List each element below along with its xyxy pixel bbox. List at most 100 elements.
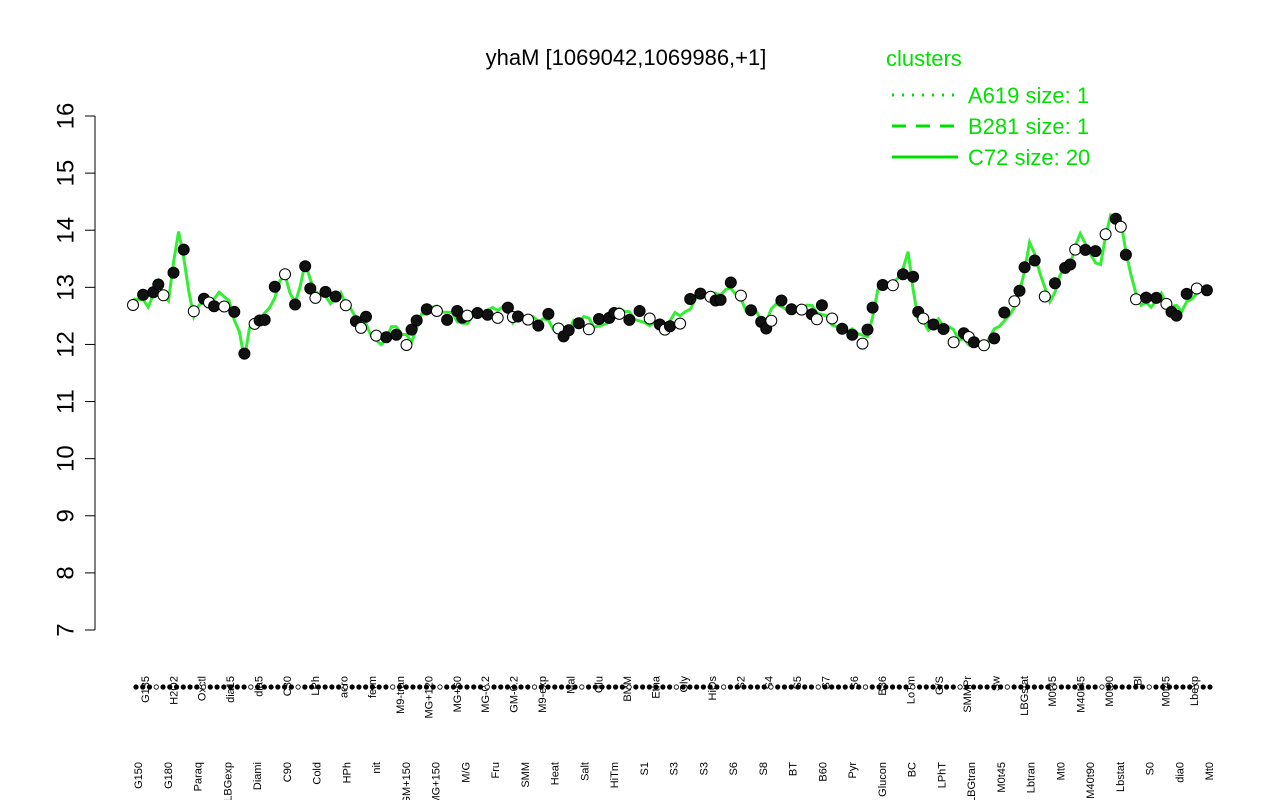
x-tick-label: Lbstat	[1115, 762, 1127, 792]
legend-label: C72 size: 20	[968, 145, 1090, 170]
data-point	[1008, 295, 1021, 308]
x-rug-mark	[1079, 684, 1085, 690]
x-rug-mark	[592, 684, 598, 690]
x-rug-mark	[667, 684, 673, 690]
x-rug-mark	[869, 684, 875, 690]
x-rug-mark	[396, 684, 403, 690]
x-tick-label: MG-0.2	[480, 676, 492, 713]
x-rug-mark	[1031, 684, 1037, 690]
x-rug-mark	[619, 684, 625, 690]
x-rug-mark	[815, 684, 821, 690]
data-point	[1190, 282, 1203, 295]
data-point	[734, 289, 747, 302]
x-rug-mark	[977, 684, 983, 690]
x-rug-mark	[363, 684, 369, 690]
data-point	[562, 324, 575, 337]
x-rug-mark	[768, 684, 774, 690]
data-point	[785, 303, 798, 316]
x-rug-mark	[477, 684, 484, 690]
data-point	[420, 303, 433, 316]
x-tick-label: BC	[907, 762, 919, 777]
x-tick-label: Gly	[679, 676, 691, 693]
x-tick-label: S6	[728, 762, 740, 775]
data-point	[532, 319, 545, 332]
x-tick-label: Glucon	[877, 762, 889, 797]
x-rug-mark	[788, 684, 794, 690]
data-point	[593, 313, 605, 325]
x-rug-mark	[234, 684, 240, 690]
data-point	[810, 313, 823, 326]
x-rug-mark	[1180, 684, 1186, 690]
x-rug-mark	[842, 684, 848, 690]
x-tick-label: S3	[669, 762, 681, 775]
data-point	[380, 331, 393, 344]
x-tick-label: Fru	[490, 762, 502, 779]
data-point	[127, 299, 139, 311]
x-rug-mark	[187, 684, 193, 690]
x-rug-mark	[896, 684, 902, 690]
x-rug-mark	[160, 684, 166, 690]
x-rug-mark	[1106, 684, 1112, 690]
x-rug-mark	[322, 684, 328, 690]
x-rug-mark	[315, 684, 321, 690]
x-tick-label: B60	[817, 762, 829, 782]
data-point	[1018, 261, 1031, 274]
data-point	[167, 266, 180, 279]
x-rug-mark	[410, 684, 416, 690]
data-point	[998, 306, 1011, 319]
x-tick-label: LBGstat	[1019, 676, 1031, 716]
x-rug-mark	[200, 684, 207, 690]
data-point	[664, 320, 676, 333]
x-tick-label: Mt0	[1055, 762, 1067, 780]
series-line-c72	[132, 212, 1213, 360]
x-rug-mark	[889, 684, 896, 690]
x-rug-mark	[876, 684, 882, 690]
data-point	[978, 339, 990, 352]
data-point	[370, 329, 383, 342]
x-tick-label: BT	[788, 762, 800, 776]
x-rug-mark	[390, 684, 396, 690]
x-rug-mark	[153, 684, 159, 690]
data-point	[1079, 243, 1092, 256]
data-point	[714, 293, 727, 306]
x-rug-mark	[883, 684, 889, 690]
x-rug-mark	[309, 684, 315, 690]
data-point	[582, 323, 595, 336]
x-tick-label: Paraq	[193, 762, 205, 791]
data-point	[1180, 287, 1193, 300]
chart-title: yhaM [1069042,1069986,+1]	[486, 45, 767, 70]
x-rug-mark	[545, 684, 551, 690]
data-point	[633, 305, 646, 317]
x-rug-mark	[383, 684, 389, 690]
x-rug-mark	[268, 684, 274, 690]
x-tick-label: M0t45	[1161, 676, 1173, 707]
data-point	[491, 311, 504, 324]
x-rug-mark	[1173, 684, 1179, 690]
x-rug-mark	[916, 684, 923, 690]
data-point	[410, 314, 423, 327]
x-rug-mark	[862, 684, 869, 690]
data-point	[304, 282, 317, 295]
x-tick-label: LPhT	[936, 762, 948, 789]
data-point	[967, 336, 980, 349]
y-axis: 7 8 9 10 11 12 13 14 15 16	[53, 103, 96, 637]
x-rug-mark	[991, 684, 997, 690]
data-point	[177, 243, 190, 256]
x-tick-label: Mt0	[1204, 762, 1216, 780]
x-rug-mark	[356, 684, 362, 690]
x-tick-label: S1	[639, 762, 651, 775]
x-tick-label: MG+60	[452, 676, 464, 712]
data-point	[289, 298, 302, 311]
x-rug-mark	[835, 684, 842, 690]
x-tick-label: S8	[758, 762, 770, 775]
y-tick-label: 16	[53, 103, 80, 130]
x-rug-mark	[146, 684, 153, 690]
x-rug-mark	[450, 684, 457, 690]
data-point	[218, 300, 231, 313]
legend: clusters A619 size: 1 B281 size: 1 C72 siz…	[886, 46, 1090, 170]
legend-label: B281 size: 1	[968, 114, 1089, 139]
x-tick-label: C30	[282, 676, 294, 696]
data-point	[400, 339, 413, 351]
x-rug-mark	[471, 684, 477, 690]
y-tick-label: 13	[53, 274, 80, 301]
